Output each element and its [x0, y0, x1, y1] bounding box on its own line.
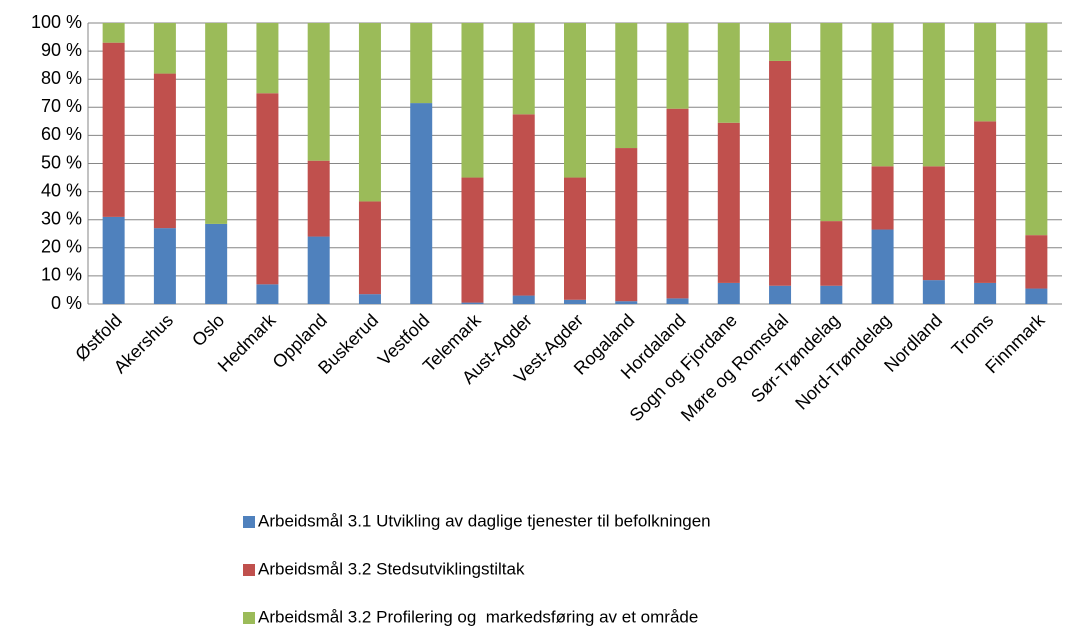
y-tick-label: 100 %: [31, 12, 82, 32]
bar-segment: [564, 177, 586, 300]
y-tick-label: 0 %: [51, 293, 82, 313]
bar-segment: [871, 166, 894, 230]
bar-segment: [461, 302, 484, 304]
bar-segment: [102, 216, 125, 304]
bar-segment: [820, 23, 843, 222]
y-tick-label: 30 %: [41, 208, 82, 228]
bar-segment: [461, 23, 484, 178]
bar-segment: [256, 284, 279, 304]
bar-segment: [717, 122, 740, 283]
y-tick-label: 80 %: [41, 68, 82, 88]
bar-segment: [564, 299, 586, 304]
bar-segment: [974, 282, 997, 304]
bar-segment: [153, 23, 176, 74]
x-tick-label: Oslo: [188, 310, 228, 350]
bar-segment: [666, 23, 689, 109]
bar-segment: [512, 23, 535, 115]
bar-segment: [1025, 23, 1048, 236]
bar-segment: [256, 23, 279, 94]
bar-segment: [102, 23, 125, 43]
bar-segment: [1025, 235, 1048, 289]
legend-swatch: [243, 564, 255, 576]
bar-segment: [615, 148, 638, 302]
bar-segment: [205, 23, 228, 224]
bar-segment: [974, 23, 997, 122]
bar-segment: [1025, 288, 1048, 304]
legend-label: Arbeidsmål 3.1 Utvikling av daglige tjen…: [258, 511, 711, 530]
bar-segment: [666, 298, 689, 304]
bar-segment: [307, 236, 330, 304]
bar-segment: [615, 301, 638, 304]
y-tick-label: 40 %: [41, 180, 82, 200]
y-tick-label: 50 %: [41, 152, 82, 172]
bar-segment: [205, 223, 228, 304]
bar-segment: [769, 60, 792, 286]
bar-segment: [974, 121, 997, 283]
bar-segment: [307, 160, 330, 237]
bar-segment: [922, 280, 945, 304]
bar-segment: [512, 295, 535, 304]
bar-segment: [256, 93, 279, 285]
legend-swatch: [243, 516, 255, 528]
bar-segment: [717, 282, 740, 304]
bar-segment: [461, 177, 484, 303]
bar-segment: [615, 23, 638, 149]
bar-segment: [820, 221, 843, 286]
bar-segment: [564, 23, 586, 178]
bar-segment: [358, 294, 381, 304]
bar-segment: [666, 108, 689, 299]
bar-segment: [871, 23, 894, 167]
legend-label: Arbeidsmål 3.2 Profilering og markedsfør…: [258, 607, 698, 626]
y-tick-label: 70 %: [41, 96, 82, 116]
bar-segment: [769, 23, 792, 61]
bar-segment: [512, 114, 535, 296]
legend-swatch: [243, 612, 255, 624]
y-tick-label: 60 %: [41, 124, 82, 144]
bar-segment: [153, 228, 176, 304]
bar-segment: [102, 42, 125, 217]
y-tick-label: 10 %: [41, 265, 82, 285]
bar-segment: [153, 73, 176, 229]
x-tick-label: Hedmark: [214, 309, 280, 375]
y-tick-label: 20 %: [41, 237, 82, 257]
bar-segment: [410, 23, 433, 104]
bar-segment: [922, 166, 945, 281]
x-tick-label: Troms: [948, 310, 998, 360]
bar-segment: [769, 285, 792, 304]
y-tick-label: 90 %: [41, 40, 82, 60]
bar-segment: [871, 229, 894, 304]
bar-segment: [307, 23, 330, 161]
legend-label: Arbeidsmål 3.2 Stedsutviklingstiltak: [258, 559, 525, 578]
x-tick-label: Sør-Trøndelag: [747, 310, 843, 406]
bar-segment: [410, 103, 433, 305]
bar-segment: [358, 23, 381, 202]
bar-segment: [358, 201, 381, 295]
bar-segment: [717, 23, 740, 123]
bar-segment: [820, 285, 843, 304]
bar-segment: [922, 23, 945, 167]
